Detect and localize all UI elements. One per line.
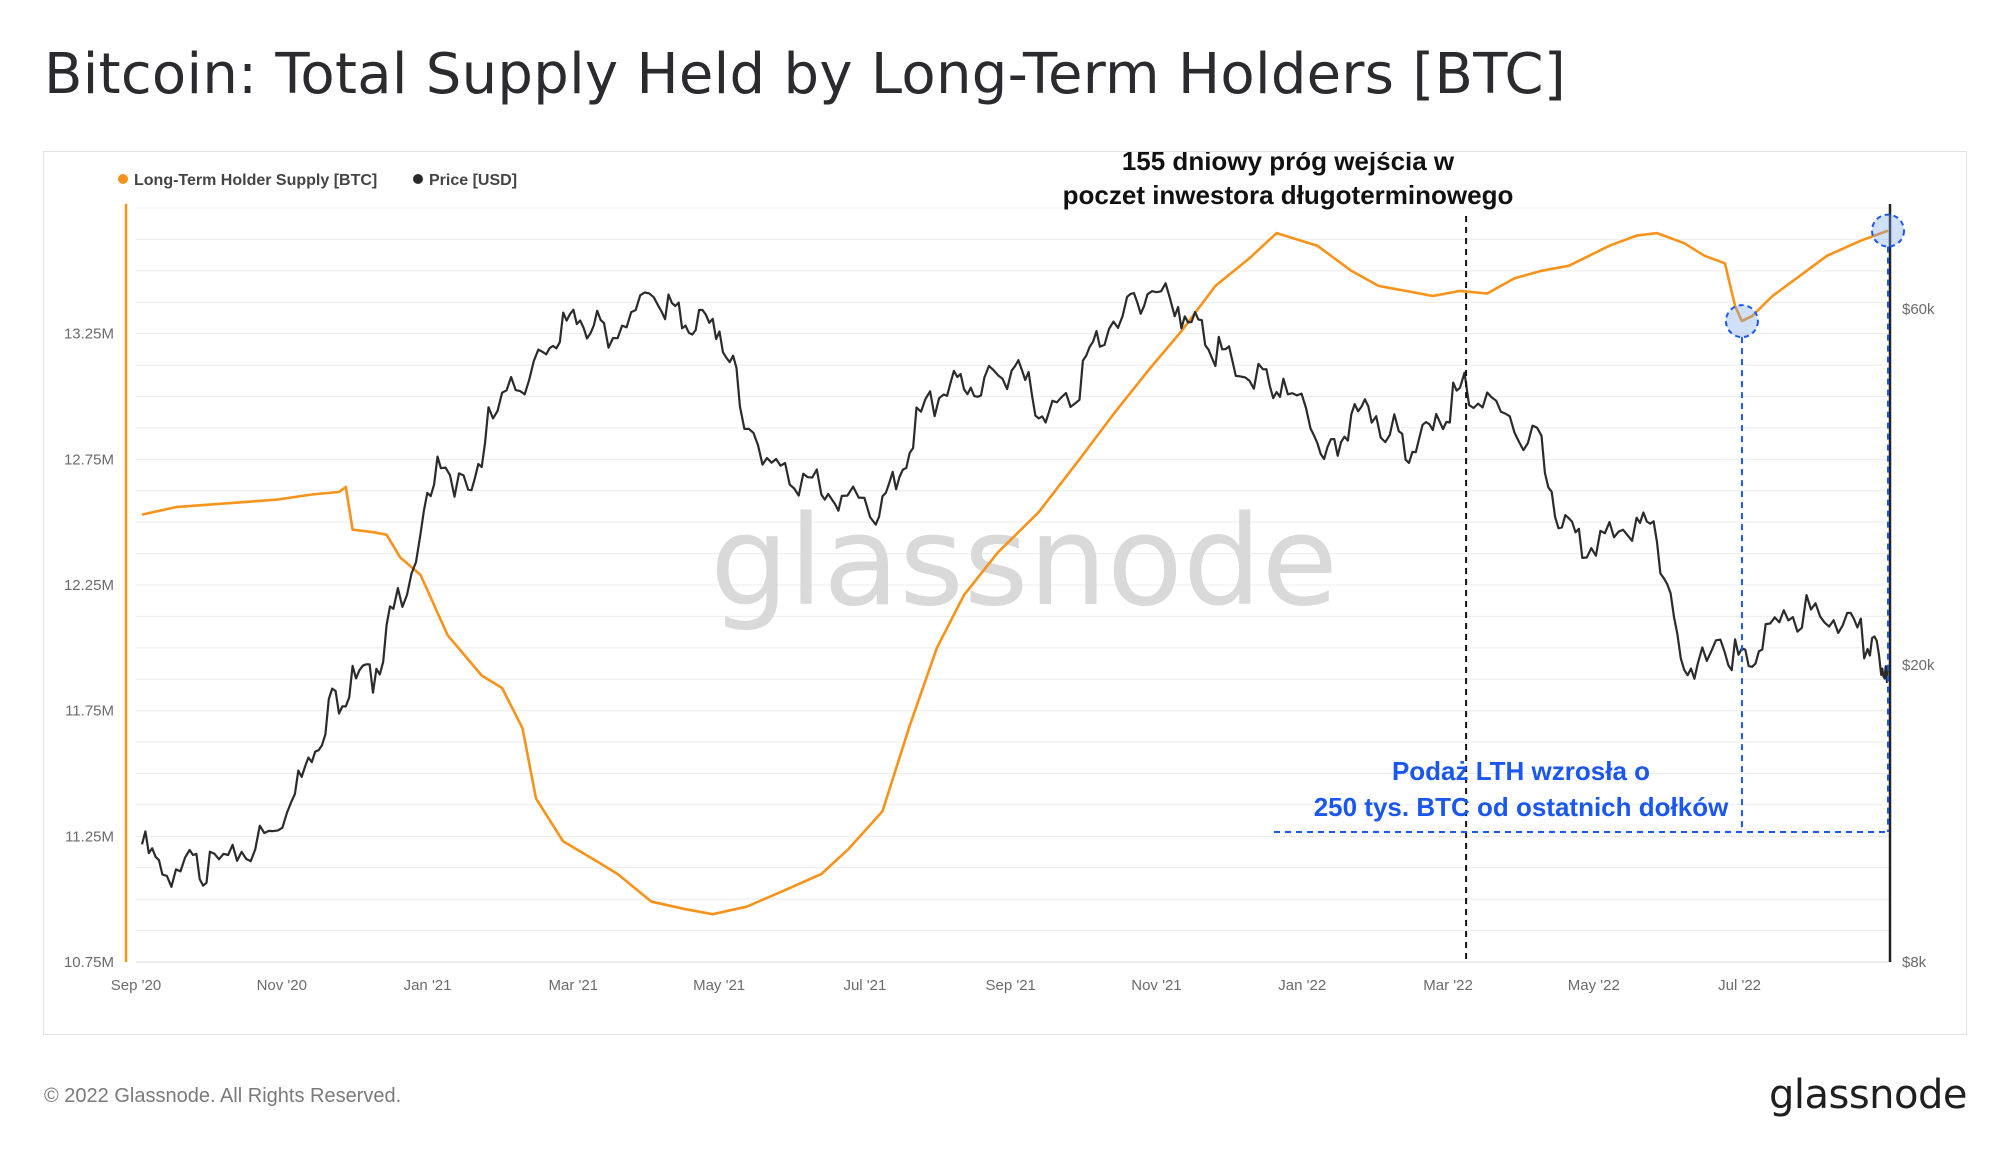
x-tick-label: Nov '21 — [1131, 977, 1181, 994]
y-left-tick-label: 12.75M — [64, 451, 114, 468]
page-title: Bitcoin: Total Supply Held by Long-Term … — [44, 42, 1566, 107]
increase-label-line1: Podaż LTH wzrosła o — [1392, 756, 1650, 786]
y-right-tick-label: $8k — [1902, 954, 1927, 971]
chart-container: glassnode 10.75M 11.25M 11.75M 12.25M 12.75M 1… — [43, 151, 1967, 1035]
lth-supply-line — [141, 229, 1889, 916]
chart-svg: glassnode 10.75M 11.25M 11.75M 12.25M 12.75M 1… — [64, 152, 1935, 994]
recent-point-marker — [1871, 213, 1905, 248]
x-tick-label: May '21 — [693, 977, 745, 994]
x-tick-label: May '22 — [1568, 977, 1620, 994]
y-right-tick-label: $60k — [1902, 301, 1935, 318]
y-left-tick-label: 10.75M — [64, 954, 114, 971]
x-tick-label: Mar '21 — [549, 977, 599, 994]
x-tick-label: Jan '22 — [1278, 977, 1326, 994]
threshold-label-line2: poczet inwestora długoterminowego — [1063, 180, 1514, 210]
increase-label-line2: 250 tys. BTC od ostatnich dołków — [1314, 792, 1729, 822]
legend-label-lth: Long-Term Holder Supply [BTC] — [134, 172, 377, 189]
x-tick-label: Sep '20 — [111, 977, 161, 994]
footer-copyright: © 2022 Glassnode. All Rights Reserved. — [44, 1085, 402, 1107]
y-left-tick-label: 11.75M — [65, 703, 114, 720]
y-left-tick-label: 12.25M — [64, 577, 114, 594]
legend-label-price: Price [USD] — [429, 172, 517, 189]
x-tick-label: Jul '21 — [843, 977, 886, 994]
price-line — [140, 282, 1890, 888]
y-left-tick-label: 11.25M — [65, 828, 114, 845]
x-tick-label: Mar '22 — [1423, 977, 1473, 994]
legend-marker-lth — [118, 174, 128, 184]
low-point-marker — [1724, 304, 1759, 339]
watermark: glassnode — [710, 490, 1338, 634]
x-tick-label: Jul '22 — [1718, 977, 1761, 994]
x-tick-label: Jan '21 — [404, 977, 452, 994]
threshold-label-line1: 155 dniowy próg wejścia w — [1122, 152, 1455, 176]
x-tick-label: Sep '21 — [985, 977, 1035, 994]
legend-marker-price — [413, 174, 423, 184]
y-left-tick-label: 13.25M — [64, 326, 114, 343]
x-tick-label: Nov '20 — [257, 977, 307, 994]
y-right-tick-label: $20k — [1902, 657, 1935, 674]
glassnode-logo[interactable]: glassnode — [1768, 1072, 1968, 1118]
